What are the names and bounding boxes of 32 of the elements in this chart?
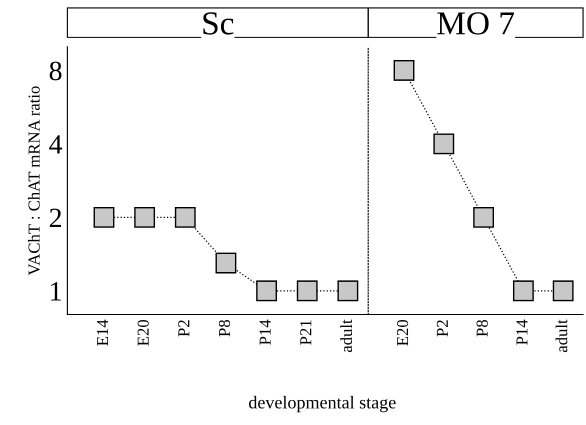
x-tick-label: P14: [260, 320, 271, 345]
y-tick-label: 2: [50, 208, 61, 228]
x-tick-label: E20: [138, 320, 149, 346]
x-tick-label: E20: [396, 320, 408, 346]
point: [256, 280, 277, 302]
point: [174, 206, 196, 228]
point: [552, 280, 574, 302]
point: [94, 206, 114, 228]
x-tick-label: P8: [218, 320, 230, 336]
point: [216, 252, 236, 274]
x-tick-label: adult: [556, 319, 568, 352]
point: [296, 280, 318, 302]
x-tick-label: P14: [516, 320, 528, 345]
y-tick-label: 1: [51, 282, 61, 300]
point: [134, 206, 156, 228]
x-tick-label: P8: [476, 320, 488, 336]
point: [394, 60, 414, 81]
x-tick-label: P21: [300, 320, 312, 345]
x-tick-label: P2: [436, 320, 448, 336]
x-tick-label: adult: [340, 319, 352, 352]
x-tick-label: E14: [96, 320, 108, 346]
point: [473, 206, 494, 228]
point: [337, 280, 358, 302]
chart-title: Sc: [203, 12, 234, 35]
y-tick-label: 8: [50, 62, 62, 80]
x-axis-title: developmental stage: [249, 396, 396, 412]
y-axis-title: VAChT : ChAT mRNA ratio: [28, 86, 40, 276]
chart-title: MO 7: [437, 12, 514, 35]
point: [433, 133, 454, 154]
point: [512, 280, 534, 302]
y-tick-label: 4: [49, 135, 62, 154]
x-tick-label: P2: [178, 320, 190, 336]
